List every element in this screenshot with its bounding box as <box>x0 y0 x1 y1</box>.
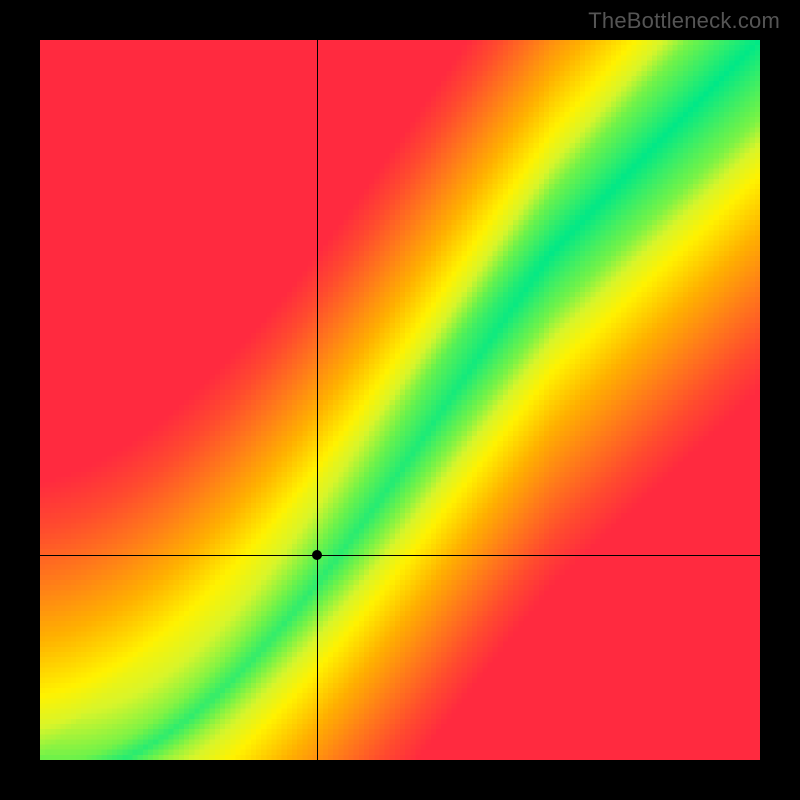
heatmap-canvas <box>40 40 760 760</box>
crosshair-vertical <box>317 40 318 760</box>
crosshair-horizontal <box>40 555 760 556</box>
chart-container: TheBottleneck.com <box>0 0 800 800</box>
marker-dot <box>312 550 322 560</box>
watermark-text: TheBottleneck.com <box>588 8 780 34</box>
plot-area <box>40 40 760 760</box>
